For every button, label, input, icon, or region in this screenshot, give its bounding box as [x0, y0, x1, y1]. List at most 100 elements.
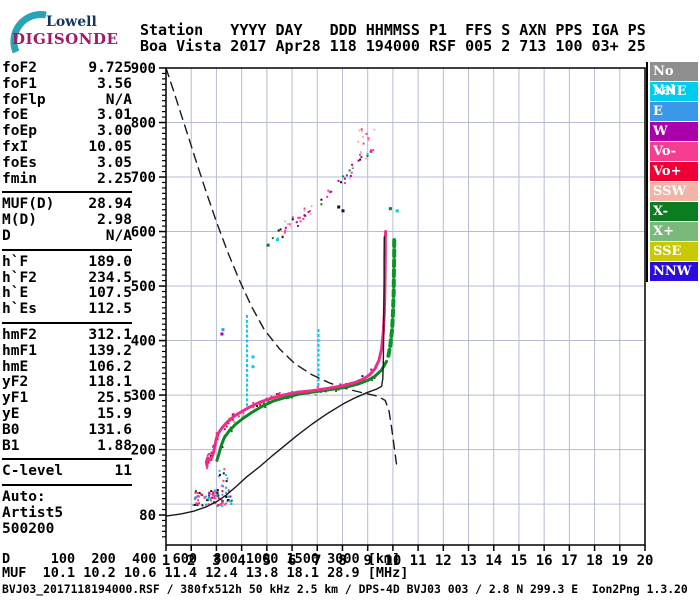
param-row-hf2: h`F2 234.5 — [2, 269, 132, 287]
param-label: foF2 — [2, 60, 37, 76]
param-label: hmE — [2, 358, 29, 375]
param-label: Auto: — [2, 489, 46, 506]
param-divider — [2, 245, 132, 255]
param-value: 131.6 — [88, 421, 132, 438]
header-line1: Station YYYY DAY DDD HHMMSS P1 FFS S AXN… — [140, 21, 646, 39]
param-value: 2.98 — [97, 212, 132, 229]
logo-lowell-text: Lowell — [46, 14, 97, 30]
param-row-foflp: foFlp N/A — [2, 91, 132, 109]
x-tick-label: 7 — [313, 553, 321, 569]
parameter-panel: foF2 9.725 foF1 3.56 foFlp N/A foE 3.01 foEp 3.00… — [2, 60, 132, 538]
param-label: Artist5 — [2, 504, 64, 521]
param-label: foEp — [2, 123, 37, 140]
param-label: yF1 — [2, 390, 29, 407]
param-label: foF1 — [2, 75, 37, 92]
param-value: 234.5 — [88, 269, 132, 286]
y-tick-label: 900 — [131, 61, 156, 77]
param-value: 28.94 — [88, 196, 132, 213]
param-value: 15.9 — [97, 405, 132, 422]
param-divider — [2, 318, 132, 328]
param-label: 500200 — [2, 520, 55, 537]
param-value: 3.05 — [97, 154, 132, 171]
x-tick-label: 14 — [485, 553, 502, 569]
param-label: hmF2 — [2, 326, 37, 343]
muf-distance-table: D 100 200 400 600 800 1000 1500 3000 [km… — [2, 552, 409, 581]
y-tick-label: 200 — [131, 443, 156, 459]
y-tick-label: 500 — [131, 279, 156, 295]
x-tick-label: 6 — [288, 553, 296, 569]
param-row-d: D N/A — [2, 227, 132, 245]
param-label: foEs — [2, 154, 37, 171]
x-tick-label: 15 — [511, 553, 528, 569]
x-tick-label: 19 — [611, 553, 628, 569]
param-value: 2.25 — [97, 170, 132, 187]
param-label: h`Es — [2, 301, 37, 318]
x-tick-label: 2 — [187, 553, 195, 569]
param-row-auto: Auto: — [2, 489, 132, 506]
param-value: 106.2 — [88, 358, 132, 375]
param-value: 139.2 — [88, 342, 132, 359]
legend-item-x: X+ — [650, 222, 698, 241]
param-row-foes: foEs 3.05 — [2, 154, 132, 172]
param-row-fxi: fxI 10.05 — [2, 138, 132, 156]
x-tick-label: 18 — [586, 553, 603, 569]
param-row-hmf1: hmF1 139.2 — [2, 342, 132, 360]
param-value: 9.725 — [88, 60, 132, 76]
param-row-hmf2: hmF2 312.1 — [2, 326, 132, 344]
x-tick-label: 11 — [410, 553, 427, 569]
legend-divider-line — [646, 62, 648, 282]
param-value: N/A — [105, 227, 132, 244]
muf-row: MUF 10.1 10.2 10.6 11.4 12.4 13.8 18.1 2… — [2, 564, 409, 581]
param-label: D — [2, 227, 11, 244]
lowell-digisonde-logo: Lowell DIGISONDE — [6, 6, 126, 54]
param-row-hme: hmE 106.2 — [2, 358, 132, 376]
param-value: 112.5 — [88, 301, 132, 318]
stray-echoes — [220, 205, 399, 369]
param-value: 3.01 — [97, 107, 132, 124]
param-value: 10.05 — [88, 138, 132, 155]
param-label: foE — [2, 107, 29, 124]
legend-item-ssw: SSW — [650, 182, 698, 201]
param-row-b1: B1 1.88 — [2, 437, 132, 455]
param-label: foFlp — [2, 91, 46, 108]
y-tick-label: 300 — [131, 388, 156, 404]
param-value: 1.88 — [97, 437, 132, 454]
param-row-fof2: foF2 9.725 — [2, 60, 132, 77]
param-value: 3.56 — [97, 75, 132, 92]
x-tick-label: 13 — [460, 553, 477, 569]
x-tick-label: 1 — [162, 553, 170, 569]
param-row-500200: 500200 — [2, 520, 132, 538]
legend-item-w: W — [650, 122, 698, 141]
legend-item-noval: No Val — [650, 62, 698, 98]
legend-item-vo: Vo- — [650, 142, 698, 161]
x-tick-label: 3 — [212, 553, 220, 569]
profile — [165, 236, 385, 517]
param-label: h`F — [2, 253, 29, 270]
x-tick-label: 10 — [384, 553, 401, 569]
param-row-foe: foE 3.01 — [2, 108, 132, 124]
y-tick-label: 400 — [131, 334, 156, 350]
param-value: 3.00 — [97, 123, 132, 140]
transmission-curve — [165, 67, 398, 467]
param-row-b0: B0 131.6 — [2, 421, 132, 439]
param-label: hmF1 — [2, 342, 37, 359]
param-label: fmin — [2, 170, 37, 187]
legend-item-vo: Vo+ — [650, 162, 698, 181]
param-row-fmin: fmin 2.25 — [2, 170, 132, 188]
param-label: h`E — [2, 285, 29, 302]
logo-digisonde-text: DIGISONDE — [12, 30, 119, 48]
x-tick-label: 20 — [637, 553, 654, 569]
header-line2: Boa Vista 2017 Apr28 118 194000 RSF 005 … — [140, 37, 646, 55]
param-row-hf: h`F 189.0 — [2, 253, 132, 271]
param-label: MUF(D) — [2, 196, 55, 213]
legend-item-nne: NNE — [650, 82, 698, 101]
param-row-hes: h`Es 112.5 — [2, 301, 132, 318]
param-value: 312.1 — [88, 326, 132, 343]
x-tick-label: 5 — [263, 553, 271, 569]
param-row-ye: yE 15.9 — [2, 405, 132, 423]
param-row-clevel: C-level 11 — [2, 464, 132, 480]
x-tick-label: 9 — [363, 553, 371, 569]
